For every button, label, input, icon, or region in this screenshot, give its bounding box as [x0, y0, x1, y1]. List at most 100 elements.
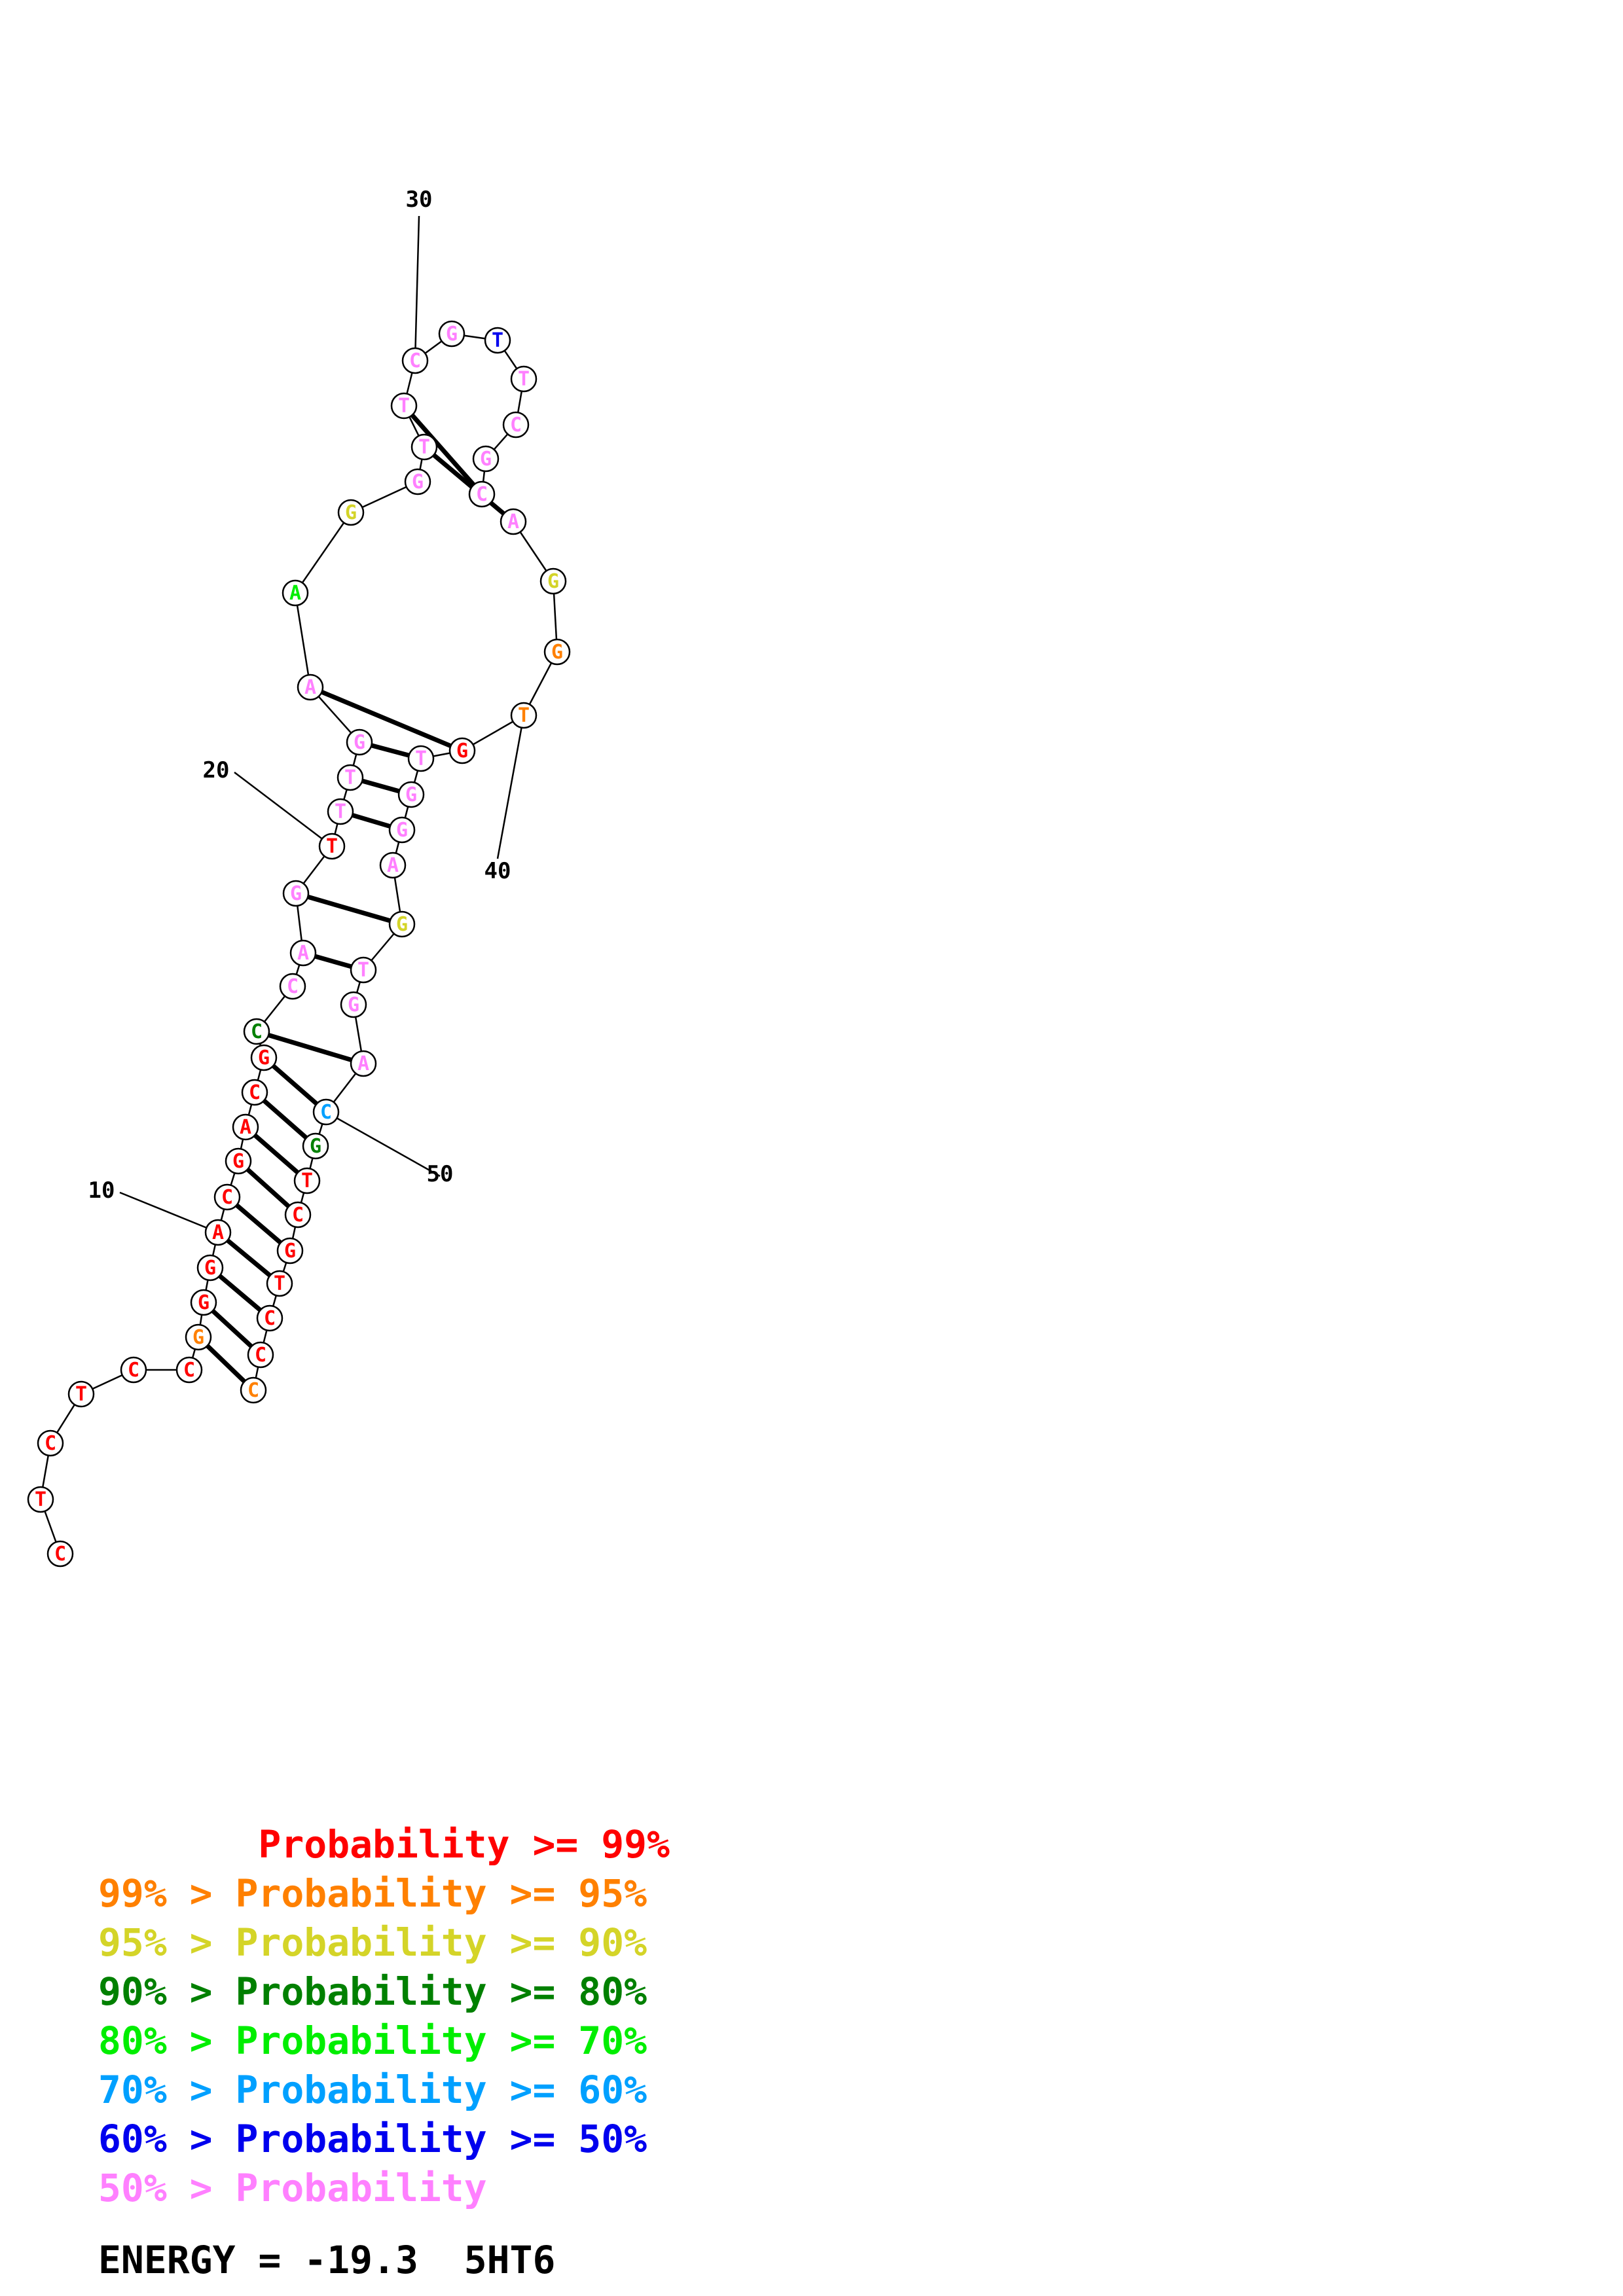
nucleotide-letter: T: [415, 747, 427, 770]
nucleotide-letter: T: [357, 959, 369, 982]
nucleotide: C: [243, 1018, 270, 1045]
nucleotide-letter: A: [240, 1116, 251, 1139]
position-label-leaders: [119, 215, 525, 1234]
legend-entry: 70% > Probability >= 60%: [98, 2068, 647, 2112]
nucleotide-circle: [397, 781, 425, 808]
nucleotide-letter: C: [510, 414, 522, 437]
nucleotide-circle: [282, 880, 310, 907]
nucleotide: G: [337, 499, 365, 526]
nucleotide-letter: T: [418, 436, 430, 459]
probability-legend: Probability >= 99%99% > Probability >= 9…: [98, 1822, 670, 2210]
nucleotide-circle: [256, 1304, 283, 1332]
nucleotide-letter: G: [345, 501, 357, 524]
nucleotide: C: [241, 1079, 268, 1106]
legend-entry: 80% > Probability >= 70%: [98, 2018, 647, 2063]
nucleotide-circle: [472, 445, 500, 473]
nucleotide-letter: G: [547, 570, 559, 593]
nucleotide-letter: C: [183, 1359, 195, 1382]
nucleotide-letter: A: [507, 511, 519, 533]
nucleotide-circle: [500, 508, 527, 535]
nucleotide-letter: C: [255, 1344, 266, 1367]
nucleotide: C: [46, 1540, 74, 1568]
nucleotide: T: [390, 392, 418, 420]
nucleotide-circle: [279, 973, 306, 1000]
nucleotide-letter: G: [198, 1291, 210, 1314]
nucleotide-letter: T: [344, 766, 356, 789]
nucleotide-circle: [282, 579, 309, 607]
position-labels: 10 20 30 40 50: [88, 187, 511, 1204]
nucleotide: G: [185, 1323, 212, 1351]
backbone-segment: [294, 592, 312, 688]
legend-entry: 95% > Probability >= 90%: [98, 1920, 647, 1965]
legend-entry: 60% > Probability >= 50%: [98, 2117, 647, 2161]
nucleotide-circle: [250, 1044, 278, 1071]
nucleotide-circle: [350, 1050, 377, 1077]
nucleotide-letter: C: [54, 1543, 66, 1566]
nucleotide-circle: [175, 1356, 203, 1384]
nucleotide-circle: [407, 745, 435, 772]
nucleotide: G: [388, 816, 416, 844]
base-pair-bond: [371, 743, 410, 758]
nucleotide: G: [276, 1237, 304, 1265]
nucleotide: T: [293, 1167, 321, 1194]
base-pair-bond: [361, 778, 400, 794]
nucleotide-circle: [388, 910, 416, 938]
nucleotide: C: [120, 1356, 147, 1384]
nucleotide: C: [256, 1304, 283, 1332]
base-pair-bond: [307, 894, 391, 924]
nucleotide-circle: [438, 320, 465, 348]
nucleotide: G: [539, 567, 567, 595]
nucleotide-letter: A: [289, 582, 301, 605]
nucleotide-letter: A: [304, 676, 316, 699]
nucleotide-circle: [510, 365, 538, 393]
nucleotide-circle: [266, 1270, 293, 1297]
energy-label: ENERGY = -19.3 5HT6: [98, 2238, 555, 2282]
nucleotide-circle: [241, 1079, 268, 1106]
nucleotide-circle: [410, 433, 438, 461]
nucleotide: A: [282, 579, 309, 607]
nucleotide-circle: [312, 1098, 340, 1126]
nucleotide: C: [401, 347, 429, 374]
nucleotide: A: [232, 1113, 259, 1141]
nucleotide-letter: G: [412, 471, 424, 493]
nucleotide-circle: [247, 1341, 274, 1369]
base-pair-bond: [235, 1203, 282, 1245]
nucleotide-circle: [213, 1183, 241, 1211]
nucleotide-circle: [289, 939, 317, 967]
backbone-segment: [294, 512, 352, 594]
nucleotide-circle: [318, 833, 346, 860]
nucleotide-circle: [350, 956, 377, 984]
nucleotide-letter: C: [221, 1186, 233, 1209]
nucleotide: G: [438, 320, 465, 348]
nucleotide-letter: C: [45, 1432, 56, 1455]
legend-entry: 99% > Probability >= 95%: [98, 1871, 647, 1916]
base-pair-bond: [262, 1098, 308, 1140]
nucleotide-circle: [225, 1147, 252, 1175]
position-label: 10: [88, 1177, 115, 1204]
nucleotide-letter: T: [492, 329, 503, 352]
nucleotide-circle: [185, 1323, 212, 1351]
nucleotide: C: [284, 1201, 312, 1229]
nucleotide: C: [312, 1098, 340, 1126]
nucleotide: G: [397, 781, 425, 808]
nucleotide: C: [240, 1376, 267, 1404]
nucleotide-circle: [284, 1201, 312, 1229]
nucleotide-circle: [297, 673, 324, 701]
nucleotide-letter: G: [310, 1135, 321, 1158]
nucleotide: G: [448, 737, 476, 764]
nucleotide-letter: T: [518, 704, 530, 727]
legend-entry: 50% > Probability: [98, 2166, 487, 2210]
nucleotide-circle: [240, 1376, 267, 1404]
nucleotide: G: [543, 638, 571, 666]
nucleotide-circle: [379, 852, 407, 879]
nucleotide: G: [404, 468, 431, 495]
nucleotide-circle: [404, 468, 431, 495]
nucleotide: G: [282, 880, 310, 907]
nucleotide-circle: [340, 991, 367, 1018]
nucleotide: C: [175, 1356, 203, 1384]
nucleotide: T: [327, 798, 354, 825]
nucleotide-circle: [204, 1219, 232, 1246]
nucleotide-letter: C: [249, 1081, 261, 1104]
nucleotide-circle: [243, 1018, 270, 1045]
nucleotide-circle: [232, 1113, 259, 1141]
